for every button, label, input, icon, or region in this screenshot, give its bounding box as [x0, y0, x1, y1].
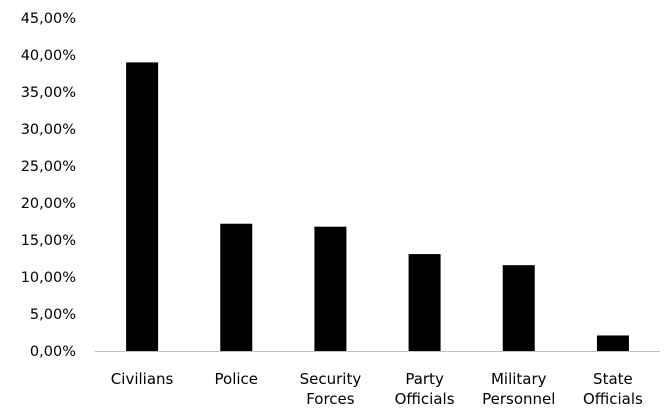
bar [408, 254, 441, 351]
x-tick-label-line: Personnel [482, 390, 555, 408]
x-tick-label-line: Police [215, 370, 259, 388]
bar [126, 62, 159, 352]
y-tick-label: 25,00% [21, 159, 76, 175]
bar [314, 226, 347, 351]
x-tick-label: Security Forces [300, 370, 362, 408]
x-axis: Civilians Police Security Forces Party Offici… [111, 370, 643, 408]
x-tick-label: Civilians [111, 370, 174, 388]
y-tick-label: 30,00% [21, 122, 76, 138]
x-tick-label: Military Personnel [482, 370, 555, 408]
x-tick-label-line: Officials [583, 390, 643, 408]
x-tick-label-line: Forces [306, 390, 355, 408]
x-tick-label-line: State [593, 370, 633, 388]
x-tick-label: State Officials [583, 370, 643, 408]
y-tick-label: 40,00% [21, 48, 76, 64]
y-tick-label: 15,00% [21, 233, 76, 249]
x-tick-label: Party Officials [395, 370, 455, 408]
bar [220, 223, 253, 351]
bars [126, 62, 629, 352]
x-tick-label-line: Civilians [111, 370, 174, 388]
y-tick-label: 5,00% [30, 307, 76, 323]
x-tick-label-line: Security [300, 370, 362, 388]
x-tick-label-line: Party [405, 370, 444, 388]
y-tick-label: 20,00% [21, 196, 76, 212]
x-tick-label-line: Officials [395, 390, 455, 408]
x-tick-label-line: Military [491, 370, 547, 388]
bar [596, 335, 629, 351]
bar [502, 265, 535, 351]
y-axis: 0,00% 5,00% 10,00% 15,00% 20,00% 25,00% 30,00%… [21, 11, 76, 360]
x-tick-label: Police [215, 370, 259, 388]
y-tick-label: 45,00% [21, 11, 76, 27]
y-tick-label: 10,00% [21, 270, 76, 286]
y-tick-label: 35,00% [21, 85, 76, 101]
y-tick-label: 0,00% [30, 344, 76, 360]
